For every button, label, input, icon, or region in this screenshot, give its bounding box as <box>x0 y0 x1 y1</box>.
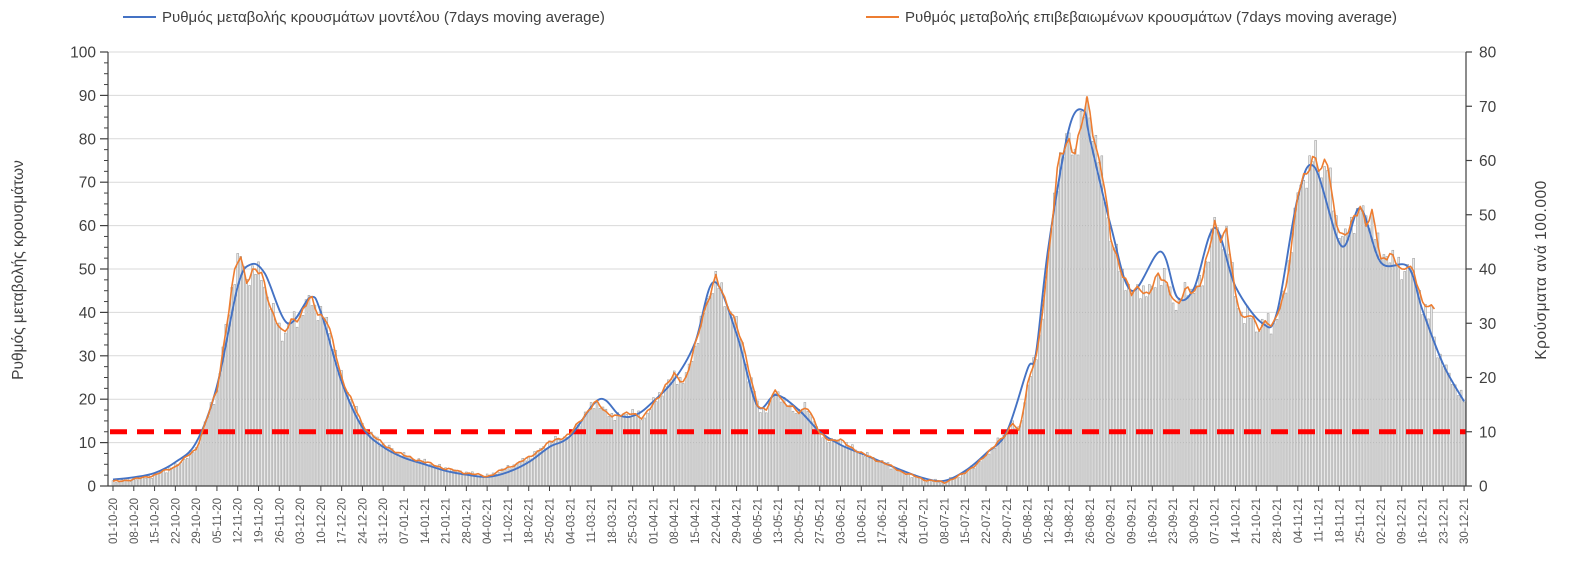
x-axis-tick-label: 02-09-21 <box>1106 498 1118 544</box>
daily-bars <box>111 97 1466 487</box>
x-axis-tick-label: 03-06-21 <box>836 498 848 544</box>
x-axis-tick-label: 14-10-21 <box>1230 498 1242 544</box>
x-axis-tick-label: 23-12-21 <box>1438 498 1450 544</box>
right-axis-tick-label: 40 <box>1479 262 1497 279</box>
x-axis-tick-label: 22-10-20 <box>170 498 182 544</box>
x-axis-tick-label: 30-09-21 <box>1189 498 1201 544</box>
x-axis-tick-label: 24-12-20 <box>357 498 369 544</box>
x-axis-tick-label: 19-08-21 <box>1064 498 1076 544</box>
x-axis-ticks-and-labels: 01-10-20 08-10-20 15-10-20 22-10-20 29-10-20… <box>108 486 1471 544</box>
x-axis-tick-label: 08-10-20 <box>129 498 141 544</box>
x-axis-tick-label: 18-11-21 <box>1334 498 1346 543</box>
right-axis-tick-label: 70 <box>1479 99 1497 116</box>
x-axis-tick-label: 22-04-21 <box>711 498 723 544</box>
x-axis-tick-label: 01-04-21 <box>648 498 660 544</box>
legend-item-confirmed: Ρυθμός μεταβολής επιβεβαιωμένων κρουσμάτ… <box>866 8 1397 26</box>
x-axis-tick-label: 29-07-21 <box>1002 498 1014 544</box>
left-axis-tick-label: 60 <box>79 218 97 235</box>
x-axis-tick-label: 15-07-21 <box>960 498 972 544</box>
model-line-swatch-icon <box>123 16 156 18</box>
x-axis-tick-label: 10-12-20 <box>316 498 328 544</box>
x-axis-tick-label: 17-12-20 <box>337 498 349 544</box>
x-axis-tick-label: 22-07-21 <box>981 498 993 544</box>
right-axis-tick-label: 60 <box>1479 153 1497 170</box>
left-axis-tick-label: 10 <box>79 435 97 452</box>
x-axis-tick-label: 08-04-21 <box>669 498 681 544</box>
x-axis-tick-label: 12-11-20 <box>233 498 245 543</box>
x-axis-tick-label: 30-12-21 <box>1459 498 1471 544</box>
legend-item-model: Ρυθμός μεταβολής κρουσμάτων μοντέλου (7d… <box>123 8 605 26</box>
x-axis-tick-label: 18-02-21 <box>524 498 536 544</box>
left-axis-tick-label: 90 <box>79 88 97 105</box>
right-axis-tick-label: 0 <box>1479 479 1488 496</box>
left-axis-tick-label: 40 <box>79 305 97 322</box>
x-axis-tick-label: 25-11-21 <box>1355 498 1367 543</box>
left-axis-tick-label: 0 <box>87 479 96 496</box>
x-axis-tick-label: 02-12-21 <box>1376 498 1388 544</box>
x-axis-tick-label: 25-02-21 <box>545 498 557 544</box>
left-axis-ticks-and-labels: 0 10 20 30 40 50 60 70 80 90 100 <box>70 45 108 496</box>
x-axis-tick-label: 25-03-21 <box>628 498 640 544</box>
x-axis-tick-label: 31-12-20 <box>378 498 390 544</box>
x-axis-tick-label: 24-06-21 <box>898 498 910 544</box>
x-axis-tick-label: 12-08-21 <box>1043 498 1055 544</box>
x-axis-tick-label: 18-03-21 <box>607 498 619 544</box>
x-axis-tick-label: 19-11-20 <box>254 498 266 543</box>
right-axis-tick-label: 20 <box>1479 370 1497 387</box>
x-axis-tick-label: 26-08-21 <box>1085 498 1097 544</box>
x-axis-tick-label: 11-02-21 <box>503 498 515 543</box>
legend-label-confirmed: Ρυθμός μεταβολής επιβεβαιωμένων κρουσμάτ… <box>905 8 1397 26</box>
right-axis-tick-label: 50 <box>1479 207 1497 224</box>
x-axis-tick-label: 29-10-20 <box>191 498 203 544</box>
x-axis-tick-label: 16-12-21 <box>1418 498 1430 544</box>
left-axis-tick-label: 30 <box>79 348 97 365</box>
x-axis-tick-label: 01-10-20 <box>108 498 120 544</box>
x-axis-tick-label: 15-10-20 <box>150 498 162 544</box>
x-axis-tick-label: 04-03-21 <box>565 498 577 544</box>
left-axis-tick-label: 100 <box>70 45 96 62</box>
right-axis-ticks-and-labels: 0 10 20 30 40 50 60 70 80 <box>1466 45 1497 496</box>
x-axis-tick-label: 06-05-21 <box>752 498 764 544</box>
left-axis-tick-label: 70 <box>79 175 97 192</box>
x-axis-tick-label: 09-09-21 <box>1127 498 1139 544</box>
x-axis-tick-label: 04-11-21 <box>1293 498 1305 543</box>
x-axis-tick-label: 20-05-21 <box>794 498 806 544</box>
x-axis-tick-label: 04-02-21 <box>482 498 494 544</box>
x-axis-tick-label: 27-05-21 <box>815 498 827 544</box>
x-axis-tick-label: 21-10-21 <box>1251 498 1263 544</box>
x-axis-tick-label: 11-11-21 <box>1314 498 1326 542</box>
x-axis-tick-label: 23-09-21 <box>1168 498 1180 544</box>
x-axis-tick-label: 15-04-21 <box>690 498 702 544</box>
confirmed-line <box>112 96 1436 484</box>
x-axis-tick-label: 26-11-20 <box>274 498 286 543</box>
x-axis-tick-label: 29-04-21 <box>732 498 744 544</box>
legend-label-model: Ρυθμός μεταβολής κρουσμάτων μοντέλου (7d… <box>162 8 605 26</box>
x-axis-tick-label: 05-11-20 <box>212 498 224 543</box>
x-axis-tick-label: 07-10-21 <box>1210 498 1222 544</box>
x-axis-tick-label: 28-10-21 <box>1272 498 1284 544</box>
x-axis-tick-label: 03-12-20 <box>295 498 307 544</box>
x-axis-tick-label: 05-08-21 <box>1023 498 1035 544</box>
x-axis-tick-label: 01-07-21 <box>919 498 931 544</box>
x-axis-tick-label: 13-05-21 <box>773 498 785 544</box>
x-axis-tick-label: 08-07-21 <box>939 498 951 544</box>
x-axis-tick-label: 09-12-21 <box>1397 498 1409 544</box>
right-axis-tick-label: 80 <box>1479 45 1497 62</box>
x-axis-tick-label: 07-01-21 <box>399 498 411 544</box>
left-axis-tick-label: 80 <box>79 131 97 148</box>
right-axis-tick-label: 10 <box>1479 424 1497 441</box>
left-axis-tick-label: 50 <box>79 262 97 279</box>
x-axis-tick-label: 10-06-21 <box>856 498 868 544</box>
x-axis-tick-label: 21-01-21 <box>441 498 453 544</box>
left-axis-tick-label: 20 <box>79 392 97 409</box>
x-axis-tick-label: 16-09-21 <box>1147 498 1159 544</box>
x-axis-tick-label: 28-01-21 <box>461 498 473 544</box>
confirmed-line-swatch-icon <box>866 16 899 18</box>
x-axis-tick-label: 17-06-21 <box>877 498 889 544</box>
right-axis-tick-label: 30 <box>1479 316 1497 333</box>
x-axis-tick-label: 11-03-21 <box>586 498 598 543</box>
x-axis-tick-label: 14-01-21 <box>420 498 432 544</box>
